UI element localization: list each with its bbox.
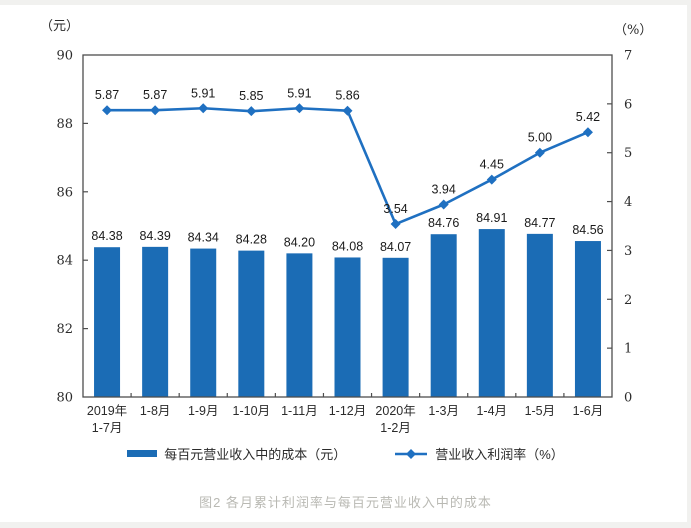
bar-value-label: 84.28 [236,233,267,247]
bar-value-label: 84.77 [524,216,555,230]
x-axis-label: 1-7月 [92,421,123,435]
left-axis-tick-label: 80 [56,391,73,406]
bar [478,229,505,397]
legend-item-cost: 每百元营业收入中的成本（元） [127,444,346,463]
line-marker [150,105,161,116]
line-value-label: 5.91 [287,86,311,100]
right-axis-tick-label: 6 [624,97,632,112]
x-axis-label: 1-2月 [380,421,411,435]
line-series-swatch [395,448,428,459]
line-marker [198,103,209,114]
line-marker [486,174,497,185]
bar [238,250,265,397]
line-marker [102,105,113,116]
right-axis-tick-label: 4 [624,195,632,210]
line-marker [246,106,257,117]
bars-group: 84.38 84.39 84.34 84.28 84.20 84.08 84.07 84.76… [91,211,604,397]
bar-value-label: 84.91 [476,211,507,225]
line-value-label: 4.45 [480,158,504,172]
bar-value-label: 84.39 [139,229,170,243]
bar [142,246,169,397]
x-axis-label: 1-5月 [525,404,556,418]
bar-value-label: 84.07 [380,240,411,254]
line-value-label: 5.00 [528,131,552,145]
legend-item-profit-rate: 营业收入利润率（%） [394,444,564,463]
x-axis-label: 1-12月 [329,404,367,418]
line-marker [294,103,305,114]
line-value-label: 5.86 [335,89,359,103]
plot-border [82,54,613,398]
bar-value-label: 84.56 [572,223,603,237]
line-value-label: 5.87 [143,88,167,102]
bar-value-label: 84.76 [428,216,459,230]
right-axis-tick-label: 5 [624,146,632,161]
x-axis-label: 1-11月 [281,404,318,418]
legend: 每百元营业收入中的成本（元） 营业收入利润率（%） [0,444,691,463]
left-axis-tick-label: 84 [56,254,73,269]
profit-rate-line [105,106,590,226]
bar [94,247,121,397]
left-axis-unit-label: （元） [40,19,80,34]
line-series-label: 营业收入利润率（%） [435,447,564,462]
line-value-label: 5.91 [191,86,215,100]
line-marker [342,105,353,116]
x-axis-label: 1-3月 [428,404,459,418]
right-axis-unit-label: （%） [614,23,653,38]
bar [190,248,217,397]
line-marker [390,219,401,230]
x-axis-label: 1-6月 [573,404,604,418]
right-axis-tick-label: 1 [624,342,632,357]
line-marker [438,199,449,210]
bar-series-label: 每百元营业收入中的成本（元） [164,447,347,462]
axis-ticks [83,103,612,397]
line-value-label: 5.42 [576,110,600,124]
left-axis-tick-label: 90 [56,49,73,64]
x-axis-label: 2019年 [87,404,127,418]
page-edge-bottom [0,522,691,528]
line-marker [582,127,593,138]
x-axis-label: 1-4月 [476,404,507,418]
line-value-label: 3.54 [383,202,407,216]
x-axis-label: 2020年 [375,404,415,418]
right-axis-tick-label: 0 [624,391,632,406]
bar-value-label: 84.34 [188,231,219,245]
line-value-label: 3.94 [432,183,456,197]
right-axis-tick-label: 7 [624,49,632,64]
page-edge-right [687,0,691,528]
left-axis-tick-label: 82 [56,322,73,337]
page-edge-top [0,0,691,5]
bar [334,257,361,397]
bar-value-label: 84.08 [332,239,363,253]
bar [526,233,553,397]
left-axis-tick-label: 88 [56,117,73,132]
right-axis-tick-label: 3 [624,244,632,259]
bar [574,241,601,397]
line-marker [534,147,545,158]
bar-value-label: 84.20 [284,235,315,249]
bar [382,257,409,397]
left-axis-tick-label: 86 [56,185,73,200]
bar-series-swatch [127,450,158,457]
x-axis-label: 1-8月 [140,404,171,418]
x-axis-label: 1-9月 [188,404,219,418]
right-axis-tick-label: 2 [624,293,632,308]
bar [430,234,457,397]
bar [286,253,313,397]
x-axis-label: 1-10月 [233,404,271,418]
line-value-label: 5.87 [95,88,119,102]
figure-caption: 图2 各月累计利润率与每百元营业收入中的成本 [199,495,492,510]
chart-canvas: 84.38 84.39 84.34 84.28 84.20 84.08 84.07 84.76… [56,49,632,436]
bar-value-label: 84.38 [91,229,122,243]
line-value-label: 5.85 [239,89,263,103]
